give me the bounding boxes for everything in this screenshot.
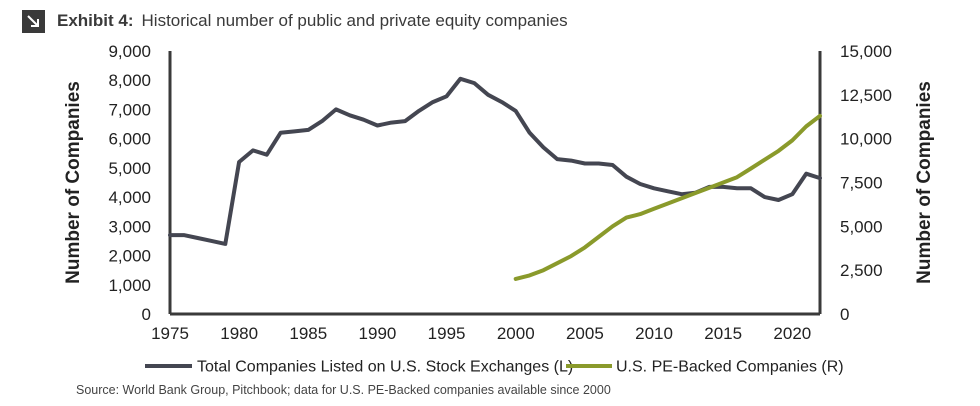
public-companies-line <box>168 76 822 246</box>
right-tick-label: 2,500 <box>840 261 883 280</box>
x-tick-label: 2000 <box>497 324 535 343</box>
left-tick-label: 4,000 <box>108 188 151 207</box>
source-note: Source: World Bank Group, Pitchbook; dat… <box>76 383 611 397</box>
left-axis-title: Number of Companies <box>63 81 84 284</box>
right-tick-label: 12,500 <box>840 86 892 105</box>
right-tick-label: 10,000 <box>840 130 892 149</box>
left-tick-label: 9,000 <box>108 42 151 61</box>
right-tick-label: 7,500 <box>840 174 883 193</box>
chart-title: Historical number of public and private … <box>141 11 568 30</box>
x-tick-label: 2020 <box>773 324 811 343</box>
right-tick-label: 15,000 <box>840 42 892 61</box>
exhibit-label: Exhibit 4: <box>57 11 134 30</box>
left-tick-label: 0 <box>142 305 151 324</box>
x-tick-label: 2010 <box>635 324 673 343</box>
left-tick-label: 6,000 <box>108 130 151 149</box>
right-tick-label: 5,000 <box>840 217 883 236</box>
exhibit-header: Exhibit 4: Historical number of public a… <box>22 9 568 33</box>
left-tick-label: 8,000 <box>108 71 151 90</box>
left-tick-label: 3,000 <box>108 217 151 236</box>
x-tick-label: 1995 <box>428 324 466 343</box>
left-tick-label: 5,000 <box>108 159 151 178</box>
x-tick-label: 1990 <box>359 324 397 343</box>
left-tick-label: 1,000 <box>108 276 151 295</box>
x-tick-label: 1975 <box>151 324 189 343</box>
x-tick-label: 2015 <box>704 324 742 343</box>
left-tick-label: 7,000 <box>108 100 151 119</box>
right-tick-label: 0 <box>840 305 849 324</box>
legend-label-public: Total Companies Listed on U.S. Stock Exc… <box>197 359 573 376</box>
x-tick-label: 2005 <box>566 324 604 343</box>
legend-label-pe: U.S. PE-Backed Companies (R) <box>616 359 844 376</box>
x-tick-label: 1985 <box>289 324 327 343</box>
right-axis-title: Number of Companies <box>914 81 935 284</box>
chart-area: 0 1,000 2,000 3,000 4,000 5,000 6,000 7,000 8,00… <box>63 42 935 376</box>
x-tick-label: 1980 <box>220 324 258 343</box>
arrow-down-right-icon <box>22 9 45 33</box>
left-tick-label: 2,000 <box>108 247 151 266</box>
